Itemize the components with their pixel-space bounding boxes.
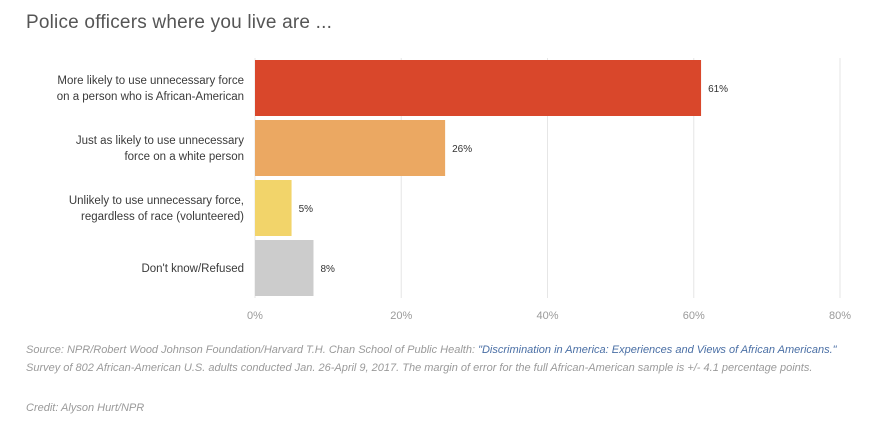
chart-svg: 0% 20% 40% 60% 80% 61% More likely to use unne… xyxy=(57,58,851,322)
category-label-line: on a person who is African-American xyxy=(57,91,244,103)
source-suffix: Survey of 802 African-American U.S. adul… xyxy=(26,362,813,374)
x-tick-label: 0% xyxy=(247,310,263,322)
data-label: 5% xyxy=(299,204,314,215)
category-label-line: force on a white person xyxy=(124,151,244,163)
bar xyxy=(255,180,292,236)
category-label: More likely to use unnecessary force on a… xyxy=(57,75,244,103)
x-tick-label: 40% xyxy=(536,310,558,322)
x-tick-label: 20% xyxy=(390,310,412,322)
category-label: Just as likely to use unnecessary force o… xyxy=(76,135,244,163)
category-label: Don't know/Refused xyxy=(141,263,244,275)
data-label: 26% xyxy=(452,144,472,155)
credit-note: Credit: Alyson Hurt/NPR xyxy=(26,402,145,414)
x-tick-label: 60% xyxy=(683,310,705,322)
x-tick-label: 80% xyxy=(829,310,851,322)
source-note: Source: NPR/Robert Wood Johnson Foundati… xyxy=(26,341,854,377)
chart-title: Police officers where you live are ... xyxy=(26,12,333,33)
source-link[interactable]: "Discrimination in America: Experiences … xyxy=(478,344,837,356)
category-label-line: More likely to use unnecessary force xyxy=(57,75,244,87)
category-label: Unlikely to use unnecessary force, regard… xyxy=(69,195,244,223)
source-prefix: Source: NPR/Robert Wood Johnson Foundati… xyxy=(26,344,479,356)
bar xyxy=(255,60,702,116)
category-label-line: Just as likely to use unnecessary xyxy=(76,135,244,147)
category-label-line: regardless of race (volunteered) xyxy=(81,211,244,223)
bar xyxy=(255,120,446,176)
bar-chart: 0% 20% 40% 60% 80% 61% More likely to use unne… xyxy=(57,58,851,322)
category-label-line: Unlikely to use unnecessary force, xyxy=(69,195,244,207)
data-label: 61% xyxy=(708,84,728,95)
bar xyxy=(255,240,314,296)
data-label: 8% xyxy=(321,264,336,275)
category-label-line: Don't know/Refused xyxy=(141,263,244,275)
